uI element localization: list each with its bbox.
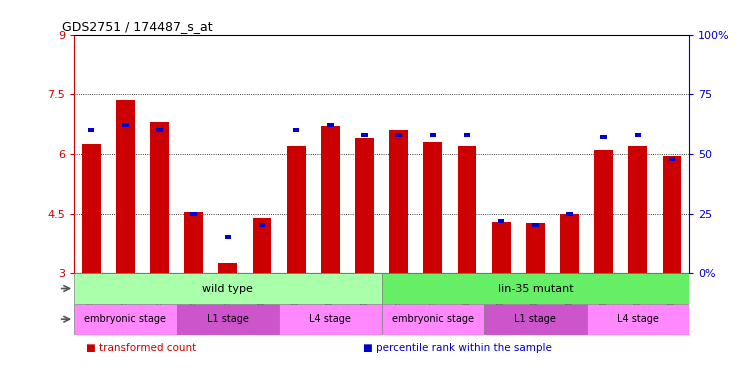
- Bar: [526, 223, 545, 273]
- Bar: [190, 212, 197, 215]
- Bar: [430, 133, 436, 137]
- FancyBboxPatch shape: [382, 304, 484, 334]
- FancyBboxPatch shape: [279, 304, 382, 334]
- FancyBboxPatch shape: [176, 304, 279, 334]
- Bar: [669, 157, 675, 161]
- Bar: [327, 123, 333, 127]
- Text: GDS2751 / 174487_s_at: GDS2751 / 174487_s_at: [62, 20, 213, 33]
- Text: L4 stage: L4 stage: [310, 314, 351, 324]
- Bar: [532, 223, 539, 227]
- Text: L4 stage: L4 stage: [617, 314, 659, 324]
- Text: ■ transformed count: ■ transformed count: [87, 343, 196, 353]
- Bar: [293, 128, 299, 132]
- Text: embryonic stage: embryonic stage: [392, 314, 473, 324]
- Bar: [259, 223, 265, 227]
- Bar: [396, 133, 402, 137]
- Bar: [498, 219, 505, 223]
- Bar: [253, 218, 271, 273]
- Bar: [566, 212, 573, 215]
- FancyBboxPatch shape: [587, 304, 689, 334]
- Bar: [362, 133, 368, 137]
- Bar: [321, 126, 340, 273]
- Bar: [389, 130, 408, 273]
- Bar: [287, 146, 305, 273]
- Bar: [464, 133, 471, 137]
- FancyBboxPatch shape: [74, 273, 382, 304]
- Bar: [150, 122, 169, 273]
- Bar: [156, 128, 163, 132]
- Bar: [492, 222, 511, 273]
- Bar: [423, 142, 442, 273]
- Bar: [219, 263, 237, 273]
- Bar: [355, 138, 374, 273]
- Bar: [225, 235, 231, 239]
- Bar: [116, 100, 135, 273]
- Bar: [458, 146, 476, 273]
- Bar: [82, 144, 101, 273]
- Bar: [628, 146, 648, 273]
- Bar: [600, 135, 607, 139]
- Bar: [662, 156, 682, 273]
- FancyBboxPatch shape: [74, 304, 176, 334]
- Bar: [594, 150, 613, 273]
- Bar: [634, 133, 641, 137]
- Bar: [560, 214, 579, 273]
- Bar: [88, 128, 94, 132]
- Text: wild type: wild type: [202, 283, 253, 293]
- Bar: [122, 123, 129, 127]
- FancyBboxPatch shape: [484, 304, 587, 334]
- Text: embryonic stage: embryonic stage: [84, 314, 166, 324]
- Text: L1 stage: L1 stage: [514, 314, 556, 324]
- Text: lin-35 mutant: lin-35 mutant: [497, 283, 574, 293]
- FancyBboxPatch shape: [382, 273, 689, 304]
- Text: ■ percentile rank within the sample: ■ percentile rank within the sample: [363, 343, 552, 353]
- Text: L1 stage: L1 stage: [207, 314, 249, 324]
- Bar: [185, 212, 203, 273]
